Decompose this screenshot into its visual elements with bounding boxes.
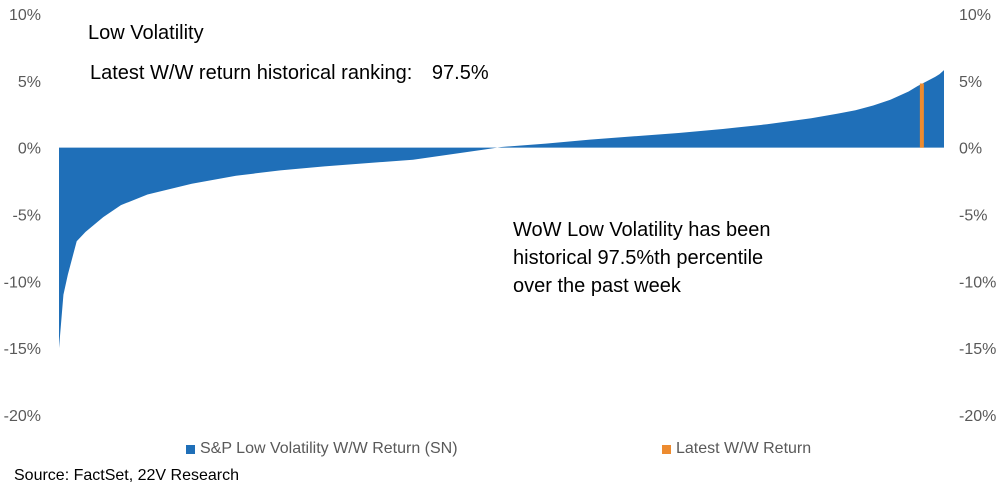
right-axis-tick-label: -10% [959,274,996,291]
legend-label-latest: Latest W/W Return [676,440,812,457]
right-axis-tick-label: -5% [959,208,987,225]
annotation-line: historical 97.5%th percentile [513,247,764,269]
right-axis-tick-label: 5% [959,74,982,91]
left-axis-tick-label: 0% [18,141,41,158]
source-note: Source: FactSet, 22V Research [14,467,239,484]
left-axis-tick-label: -20% [4,408,41,425]
left-axis-tick-label: 5% [18,74,41,91]
latest-return-bar [919,83,924,148]
left-axis-ticks: 10% 5% 0% -5% -10% -15% -20% [4,7,41,425]
ranking-line: Latest W/W return historical ranking: 97… [90,62,489,85]
right-axis-tick-label: 0% [959,141,982,158]
left-axis-tick-label: -10% [4,274,41,291]
series-area-low-volatility [59,70,944,349]
legend-swatch-series [186,444,195,454]
right-axis-ticks: 10% 5% 0% -5% -10% -15% -20% [959,7,996,425]
left-axis-tick-label: -15% [4,341,41,358]
chart-title: Low Volatility [88,22,204,44]
annotation-text: WoW Low Volatility has been historical 9… [513,216,913,300]
annotation-line: WoW Low Volatility has been [513,219,771,241]
right-axis-tick-label: -15% [959,341,996,358]
legend-item-series: S&P Low Volatility W/W Return (SN) [186,440,458,458]
ranking-value: 97.5% [431,62,489,84]
legend-label-series: S&P Low Volatility W/W Return (SN) [200,440,458,457]
legend-swatch-latest [662,444,671,454]
right-axis-tick-label: 10% [959,7,991,24]
left-axis-tick-label: 10% [9,7,41,24]
left-axis-tick-label: -5% [13,208,41,225]
right-axis-tick-label: -20% [959,408,996,425]
ranking-label: Latest W/W return historical ranking: [90,62,413,84]
annotation-line: over the past week [513,275,681,297]
legend-item-latest: Latest W/W Return [662,440,811,458]
